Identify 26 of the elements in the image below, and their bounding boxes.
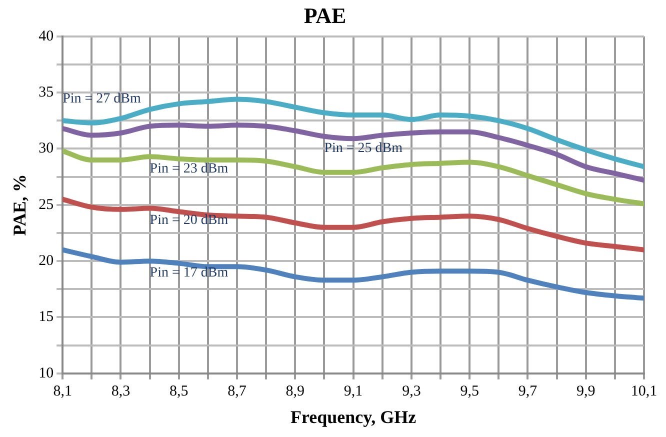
x-tick-label: 8,9: [286, 383, 305, 400]
x-tick-label: 9,7: [518, 383, 538, 400]
x-tick-label: 9,5: [460, 383, 479, 400]
y-axis-title: PAE, %: [9, 174, 30, 236]
x-tick-label: 8,3: [111, 383, 130, 400]
y-tick-label: 10: [38, 365, 54, 382]
series-label: Pin = 23 dBm: [150, 161, 228, 176]
series-label: Pin = 25 dBm: [324, 141, 403, 156]
x-tick-label: 9,3: [402, 383, 421, 400]
x-tick-label: 8,5: [170, 383, 188, 400]
x-tick-label: 9,1: [344, 383, 363, 400]
x-tick-label: 9,9: [576, 383, 596, 400]
x-tick-label: 8,1: [53, 383, 72, 400]
y-tick-label: 15: [38, 309, 54, 326]
y-tick-label: 30: [38, 140, 54, 157]
x-tick-label: 10,1: [630, 383, 658, 400]
series-label: Pin = 20 dBm: [150, 212, 228, 228]
y-tick-label: 20: [38, 253, 54, 270]
x-tick-label: 8,7: [228, 383, 247, 400]
chart-title: PAE: [304, 2, 346, 28]
series-label: Pin = 27 dBm: [62, 91, 142, 106]
x-axis-title: Frequency, GHz: [290, 406, 416, 427]
y-tick-label: 25: [38, 196, 54, 213]
y-tick-label: 40: [38, 28, 54, 44]
y-tick-label: 35: [38, 84, 54, 101]
series-label: Pin = 17 dBm: [150, 266, 228, 281]
